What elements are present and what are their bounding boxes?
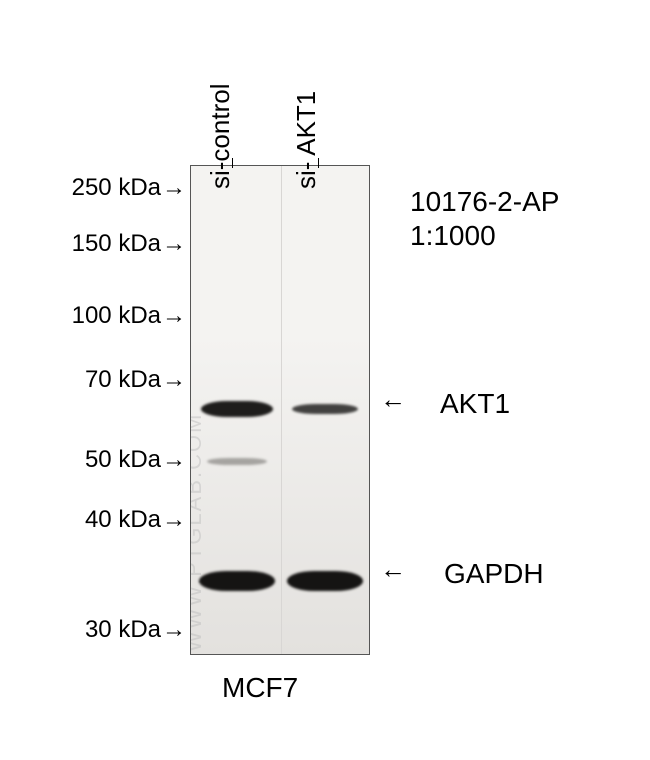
ladder-label-1: 150 kDa→	[72, 230, 186, 258]
ladder-text: 50 kDa	[85, 446, 161, 473]
ladder-label-5: 40 kDa→	[85, 506, 186, 534]
ladder-text: 100 kDa	[72, 302, 161, 329]
watermark-text: WWW.PTGLAB.COM	[190, 413, 207, 652]
arrow-right-icon: →	[162, 174, 186, 202]
band-nonspecific-1	[207, 458, 267, 465]
figure-root: WWW.PTGLAB.COM 10176-2-AP 1:1000 MCF7 si…	[0, 0, 650, 760]
band-gapdh-control	[199, 571, 275, 591]
ladder-text: 40 kDa	[85, 506, 161, 533]
lane-divider	[281, 166, 282, 654]
ladder-text: 250 kDa	[72, 174, 161, 201]
antibody-catalog: 10176-2-AP	[410, 186, 559, 218]
arrow-left-icon: ←	[380, 384, 406, 415]
ladder-label-3: 70 kDa→	[85, 366, 186, 394]
ladder-label-0: 250 kDa→	[72, 174, 186, 202]
band-akt1-kd	[292, 404, 358, 414]
band-akt1-control	[201, 401, 273, 417]
arrow-right-icon: →	[162, 366, 186, 394]
blot-membrane: WWW.PTGLAB.COM	[190, 165, 370, 655]
band-gapdh-kd	[287, 571, 363, 591]
lane-tick-0	[232, 158, 233, 168]
arrow-right-icon: →	[162, 302, 186, 330]
ladder-label-2: 100 kDa→	[72, 302, 186, 330]
lane-header-1: si- AKT1	[291, 91, 322, 189]
arrow-right-icon: →	[162, 616, 186, 644]
arrow-right-icon: →	[162, 446, 186, 474]
lane-tick-1	[318, 158, 319, 168]
ladder-label-6: 30 kDa→	[85, 616, 186, 644]
ladder-label-4: 50 kDa→	[85, 446, 186, 474]
cell-line-label: MCF7	[222, 672, 298, 704]
arrow-right-icon: →	[162, 506, 186, 534]
antibody-dilution: 1:1000	[410, 220, 496, 252]
lane-header-0: si-control	[205, 84, 236, 189]
ladder-text: 30 kDa	[85, 616, 161, 643]
ladder-text: 70 kDa	[85, 366, 161, 393]
target-label-akt1: AKT1	[440, 388, 510, 420]
ladder-text: 150 kDa	[72, 230, 161, 257]
target-label-gapdh: GAPDH	[444, 558, 544, 590]
arrow-right-icon: →	[162, 230, 186, 258]
arrow-left-icon: ←	[380, 554, 406, 585]
